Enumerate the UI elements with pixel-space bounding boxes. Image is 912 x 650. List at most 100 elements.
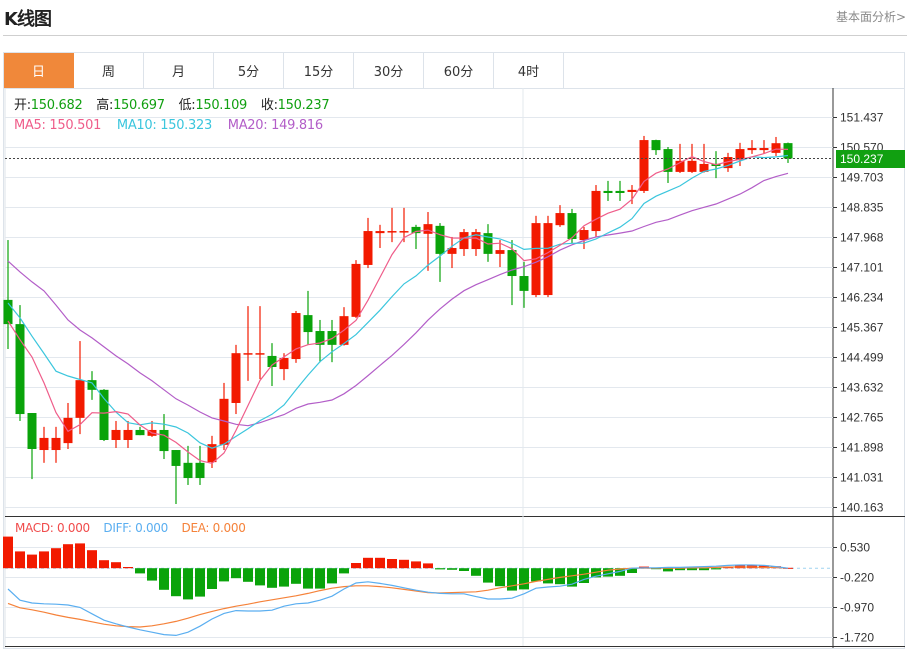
dea-line [7, 566, 789, 628]
price-tick-label: 147.101 [840, 261, 884, 275]
candle-body-up [243, 353, 253, 355]
macd-bar-negative [495, 568, 505, 587]
price-tick-label: 146.234 [840, 291, 884, 305]
candle-body-up [687, 160, 697, 172]
low-value: 150.109 [195, 98, 248, 113]
candle-body-up [759, 148, 769, 151]
ma20-legend: MA20: 149.816 [227, 118, 323, 133]
candle-body-up [723, 157, 733, 169]
macd-bar-positive [387, 559, 397, 569]
candle-body-up [375, 231, 385, 234]
macd-bar-negative [471, 568, 481, 576]
candle-body-up [279, 358, 289, 370]
candle-body-down [87, 380, 97, 390]
macd-bar-positive [87, 550, 97, 569]
candle-body-down [183, 462, 193, 479]
macd-bar-negative [627, 568, 637, 573]
macd-bar-positive [63, 544, 73, 569]
candle-body-down [159, 429, 169, 452]
candle-body-down [615, 190, 625, 194]
candle-body-up [111, 429, 121, 440]
diff-value: DIFF: 0.000 [103, 521, 168, 535]
macd-bar-negative [339, 568, 349, 574]
macd-bar-negative [447, 568, 457, 570]
tab-week[interactable]: 周 [74, 53, 144, 88]
macd-bar-negative [243, 568, 253, 582]
macd-bar-negative [231, 568, 241, 579]
macd-bar-negative [159, 568, 169, 590]
price-tick-label: 147.968 [840, 231, 884, 245]
candle-body-up [219, 398, 229, 445]
candle-body-down [195, 462, 205, 479]
macd-bar-positive [111, 562, 121, 569]
tab-day[interactable]: 日 [4, 53, 74, 88]
macd-bar-negative [711, 568, 721, 570]
candle-body-up [555, 213, 565, 226]
macd-bar-positive [123, 567, 133, 569]
ma5-legend: MA5: 150.501 [14, 118, 102, 133]
fundamental-analysis-link[interactable]: 基本面分析> [835, 10, 906, 24]
price-tick-label: 143.632 [840, 381, 884, 395]
close-label: 收: [260, 98, 278, 113]
macd-bar-negative [555, 568, 565, 585]
macd-bar-negative [507, 568, 517, 591]
candle-body-down [651, 140, 661, 151]
price-tick-label: 151.437 [840, 111, 884, 125]
macd-bar-negative [195, 568, 205, 597]
price-tick-label: 140.163 [840, 501, 884, 515]
tab-5min[interactable]: 5分 [214, 53, 284, 88]
candle-body-down [3, 299, 13, 325]
macd-bar-negative [675, 568, 685, 571]
tab-60min[interactable]: 60分 [424, 53, 494, 88]
ohlc-info: 开:150.682 高:150.697 低:150.109 收:150.237 … [14, 96, 339, 136]
price-tick-label: 148.835 [840, 201, 884, 215]
macd-bar-negative [435, 568, 445, 570]
macd-bar-negative [315, 568, 325, 589]
candle-body-up [627, 189, 637, 192]
macd-bar-positive [375, 557, 385, 569]
candle-body-up [591, 190, 601, 232]
macd-bar-negative [531, 568, 541, 582]
macd-bar-negative [327, 568, 337, 584]
macd-bar-negative [603, 568, 613, 577]
tab-month[interactable]: 月 [144, 53, 214, 88]
page-title: K线图 [4, 9, 52, 30]
candle-body-up [207, 444, 217, 463]
candle-body-up [399, 231, 409, 233]
candle-body-down [411, 226, 421, 234]
macd-bar-negative [519, 568, 529, 590]
macd-bar-negative [687, 568, 697, 571]
candle-body-up [231, 353, 241, 403]
candle-body-up [699, 163, 709, 172]
candle-body-down [135, 429, 145, 436]
candle-body-down [567, 213, 577, 240]
macd-bar-negative [579, 568, 589, 583]
candle-body-up [363, 231, 373, 265]
ma5-line [7, 148, 789, 465]
close-value: 150.237 [277, 98, 330, 113]
macd-bar-negative [171, 568, 181, 597]
tab-15min[interactable]: 15分 [284, 53, 354, 88]
candle-body-up [39, 437, 49, 451]
price-tick-label: 144.499 [840, 351, 884, 365]
macd-bar-negative [255, 568, 265, 586]
candle-body-up [771, 143, 781, 153]
candle-body-up [471, 232, 481, 250]
macd-bar-negative [303, 568, 313, 589]
ma10-legend: MA10: 150.323 [116, 118, 212, 133]
macd-bar-positive [783, 567, 793, 569]
candle-body-down [303, 315, 313, 333]
macd-bar-positive [423, 563, 433, 569]
candle-body-down [507, 250, 517, 277]
macd-bar-negative [543, 568, 553, 584]
tab-30min[interactable]: 30分 [354, 53, 424, 88]
candle-body-up [447, 248, 457, 254]
ma20-line [7, 172, 789, 427]
diff-line [7, 564, 789, 637]
high-value: 150.697 [113, 98, 165, 113]
macd-bar-positive [411, 561, 421, 569]
price-tick-label: 141.031 [840, 471, 884, 485]
price-tick-label: 145.367 [840, 321, 884, 335]
tab-4hour[interactable]: 4时 [494, 53, 564, 88]
